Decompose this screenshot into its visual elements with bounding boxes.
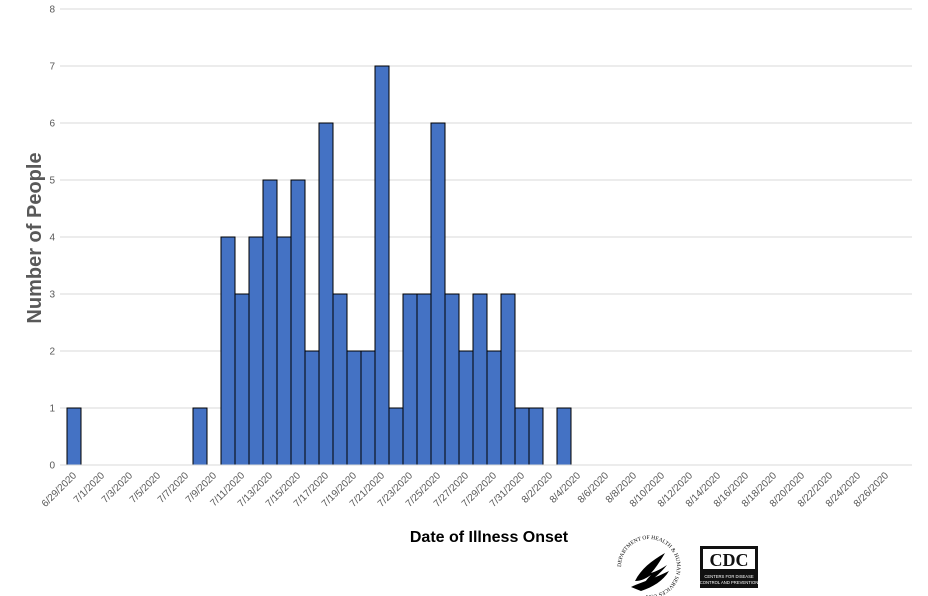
x-tick-label: 6/29/2020 <box>40 470 80 510</box>
bar-7-30-2020 <box>500 293 516 466</box>
y-axis-label: Number of People <box>24 152 46 323</box>
bar-7-29-2020 <box>486 350 502 466</box>
cdc-logo: CDC CENTERS FOR DISEASE CONTROL AND PREV… <box>700 546 758 588</box>
bar-7-14-2020 <box>276 236 292 466</box>
bar-7-25-2020 <box>430 122 446 466</box>
y-tick-label: 8 <box>49 5 55 16</box>
bar-7-11-2020 <box>234 293 250 466</box>
y-axis-ticks: 0 1 2 3 4 5 6 7 8 <box>49 5 55 472</box>
bar-7-23-2020 <box>402 293 418 466</box>
bar-7-8-2020 <box>192 407 208 466</box>
bar-7-17-2020 <box>318 122 334 466</box>
bar-7-31-2020 <box>514 407 530 466</box>
y-tick-label: 2 <box>49 347 55 358</box>
bar-7-18-2020 <box>332 293 348 466</box>
bar-7-27-2020 <box>458 350 474 466</box>
bar-7-20-2020 <box>360 350 376 466</box>
y-tick-label: 5 <box>49 176 55 187</box>
bar-7-15-2020 <box>290 179 306 466</box>
bar-7-10-2020 <box>220 236 236 466</box>
bar-8-3-2020 <box>556 407 572 466</box>
bar-7-26-2020 <box>444 293 460 466</box>
bar-7-24-2020 <box>416 293 432 466</box>
bar-8-1-2020 <box>528 407 544 466</box>
y-tick-label: 4 <box>49 233 55 244</box>
y-tick-label: 3 <box>49 290 55 301</box>
bar-7-19-2020 <box>346 350 362 466</box>
bar-7-22-2020 <box>388 407 404 466</box>
svg-text:CONTROL AND PREVENTION: CONTROL AND PREVENTION <box>700 580 758 585</box>
bar-7-13-2020 <box>262 179 278 466</box>
bar-6-29-2020 <box>66 407 82 466</box>
bar-7-28-2020 <box>472 293 488 466</box>
bar-7-12-2020 <box>248 236 264 466</box>
bars <box>66 65 572 466</box>
svg-text:CENTERS FOR DISEASE: CENTERS FOR DISEASE <box>704 574 754 579</box>
bar-7-16-2020 <box>304 350 320 466</box>
hhs-logo: DEPARTMENT OF HEALTH & HUMAN SERVICES US… <box>617 535 681 596</box>
y-tick-label: 7 <box>49 62 55 73</box>
svg-text:CDC: CDC <box>710 550 749 570</box>
y-tick-label: 6 <box>49 119 55 130</box>
x-axis-label: Date of Illness Onset <box>410 529 569 546</box>
x-axis-ticks: 6/29/20207/1/20207/3/20207/5/20207/7/202… <box>40 470 892 510</box>
y-tick-label: 0 <box>49 461 55 472</box>
bar-7-21-2020 <box>374 65 390 466</box>
y-tick-label: 1 <box>49 404 55 415</box>
